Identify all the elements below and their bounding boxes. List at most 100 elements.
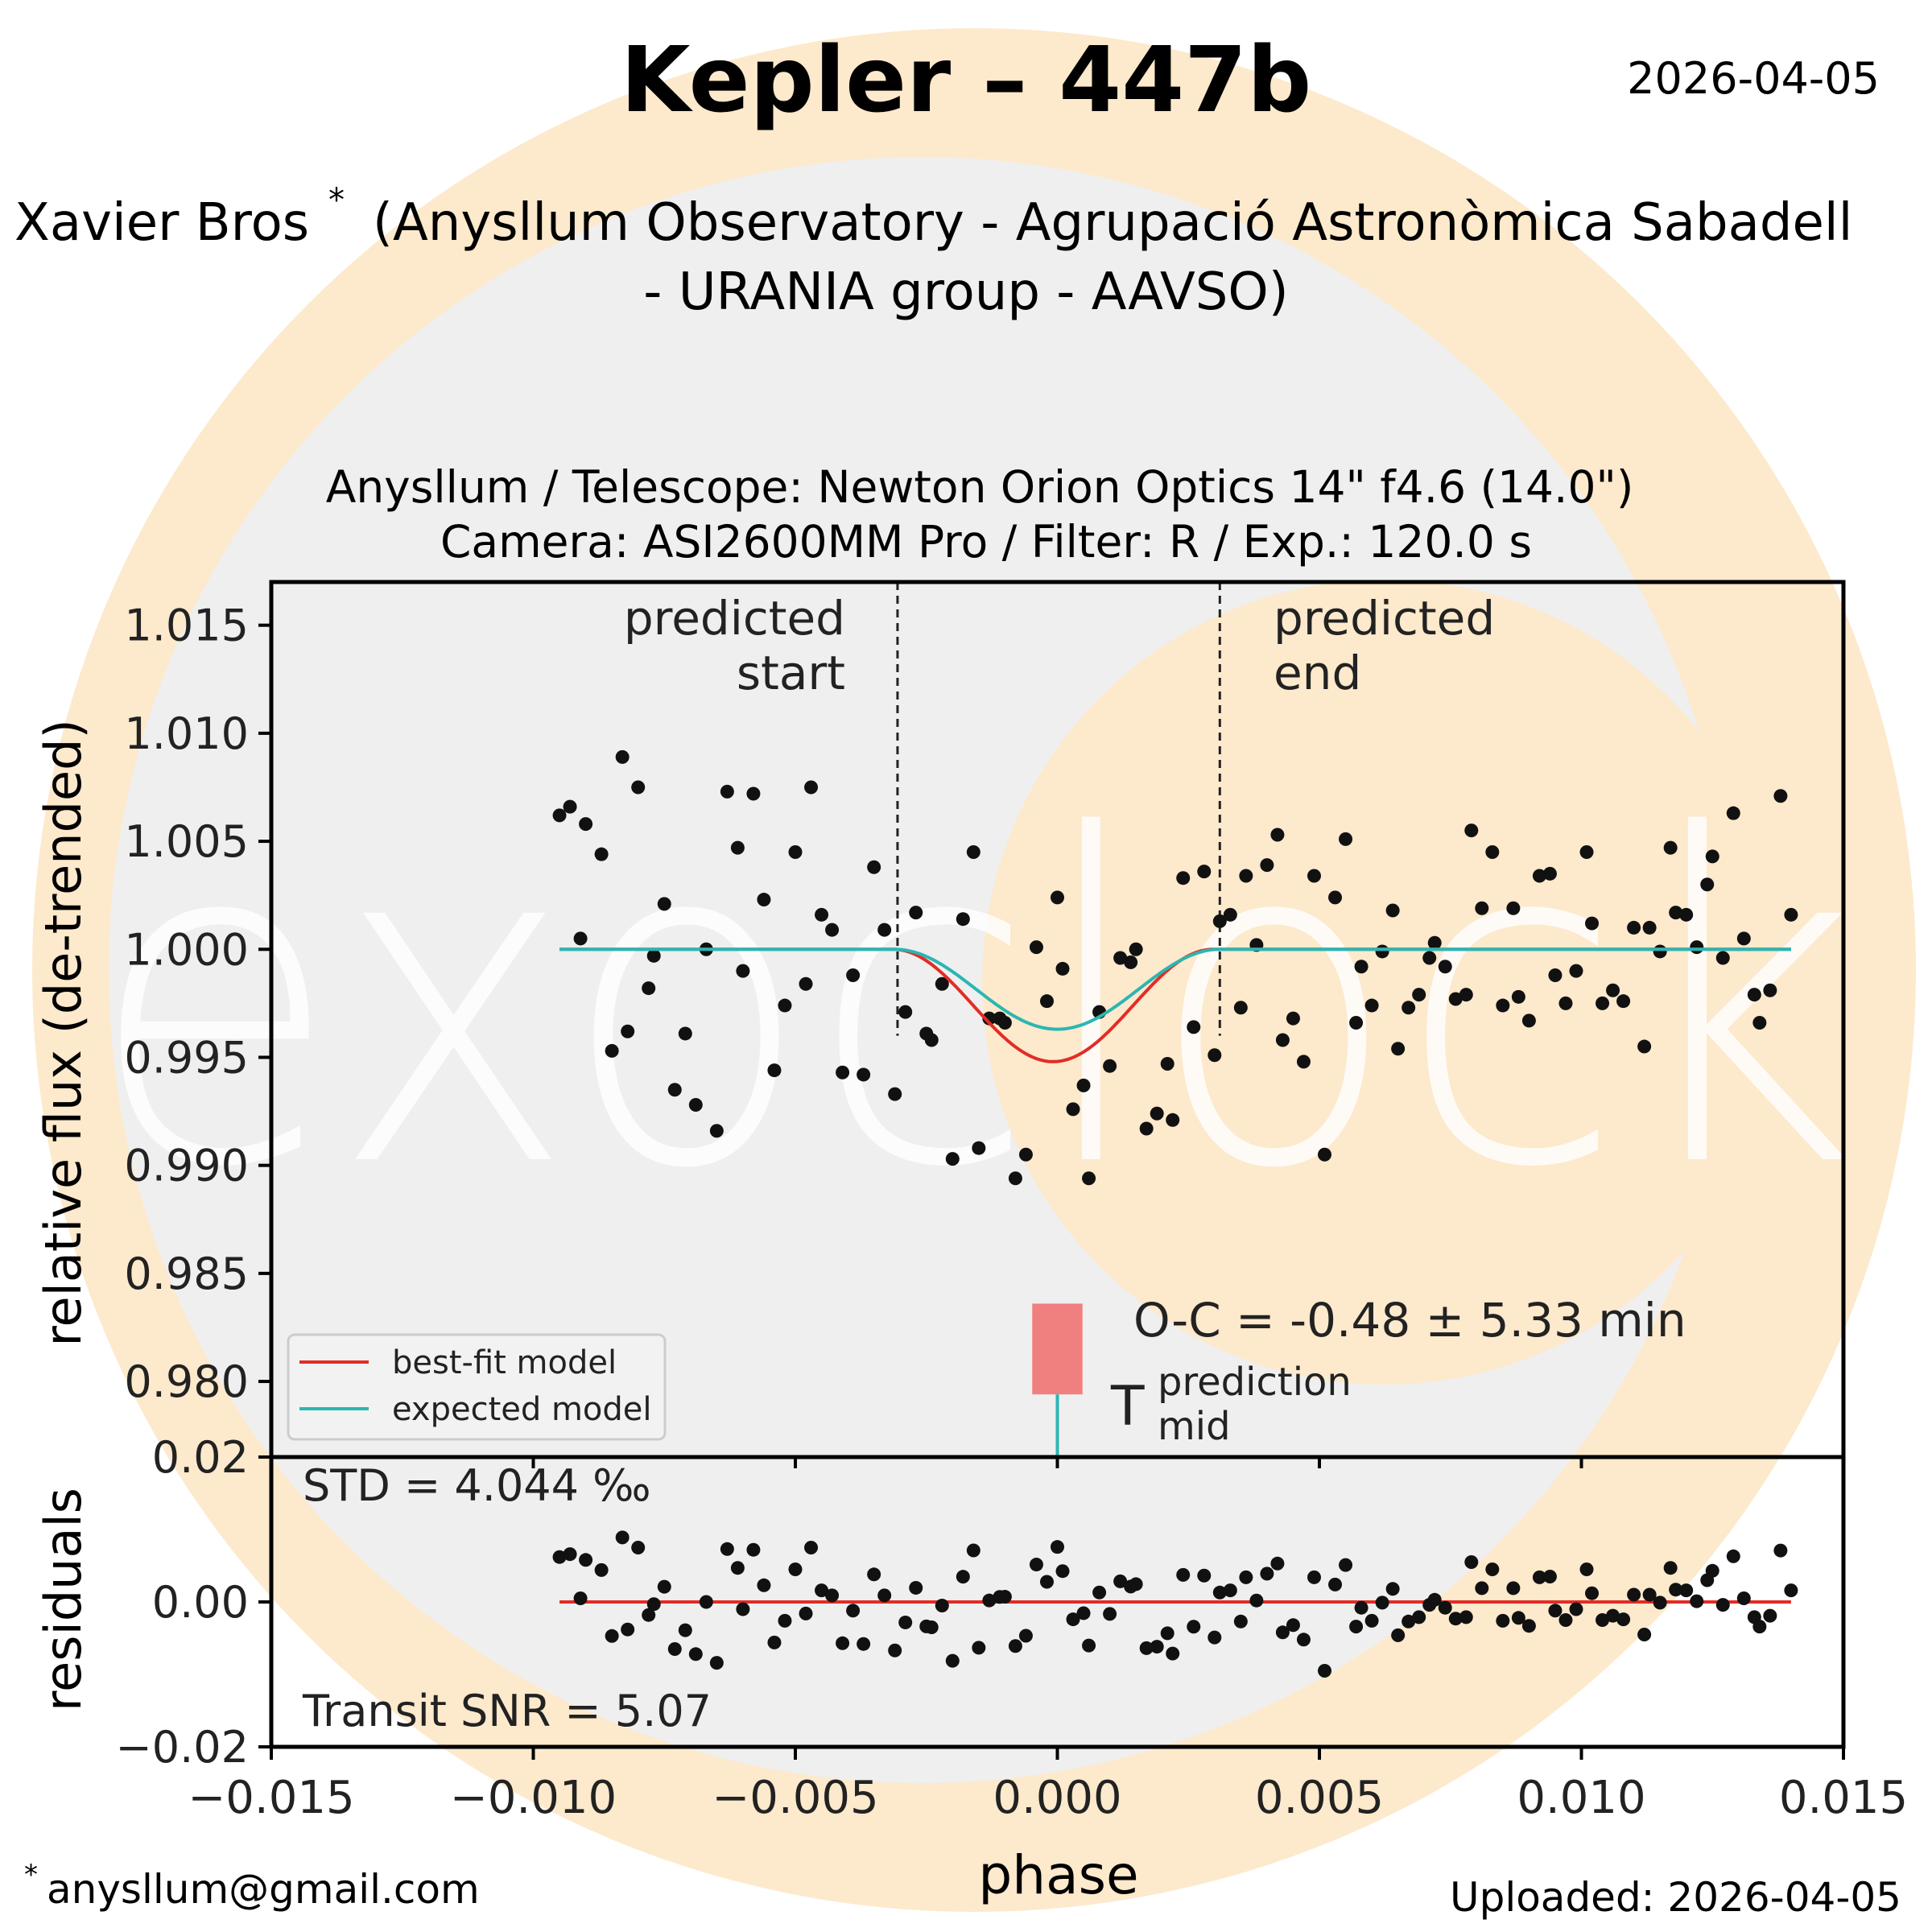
residual-point [1427, 1592, 1442, 1607]
residual-point [667, 1642, 682, 1656]
residual-point [1166, 1646, 1180, 1661]
predicted-end-label-line2: end [1274, 646, 1361, 700]
data-point [799, 976, 813, 991]
oc-value-text: O-C = -0.48 ± 5.33 min [1133, 1293, 1686, 1348]
residual-point [1139, 1641, 1154, 1655]
data-point [1223, 907, 1237, 922]
legend: best-fit model expected model [287, 1333, 667, 1441]
data-point [736, 964, 750, 978]
residual-point [746, 1542, 761, 1557]
data-point [1139, 1121, 1154, 1136]
residual-point [935, 1598, 949, 1612]
phase-xtick-label: −0.005 [712, 1772, 878, 1824]
data-point [1124, 955, 1138, 969]
residual-point [1558, 1613, 1573, 1627]
residual-point [1752, 1620, 1767, 1634]
residual-point [1223, 1583, 1237, 1598]
data-point [1637, 1039, 1652, 1054]
residual-point [699, 1595, 713, 1609]
residual-point [846, 1604, 861, 1618]
data-point [1569, 964, 1583, 978]
residual-point [1663, 1561, 1678, 1575]
data-point [1579, 844, 1594, 859]
legend-label: best-fit model [392, 1344, 617, 1381]
data-point [1542, 866, 1557, 881]
data-point [1752, 1016, 1767, 1030]
data-point [657, 897, 671, 911]
residual-point [1039, 1575, 1054, 1589]
data-point [688, 1098, 703, 1113]
residual-point [1669, 1583, 1683, 1597]
equipment-line1: Anysllum / Telescope: Newton Orion Optic… [326, 461, 1634, 513]
residual-point [1051, 1540, 1064, 1554]
residual-point [888, 1643, 902, 1657]
predicted-start-label-line2: start [737, 646, 845, 700]
data-point [815, 907, 829, 922]
residual-point [924, 1620, 939, 1634]
data-point [1705, 849, 1719, 864]
residual-point [594, 1563, 609, 1577]
data-point [945, 1152, 960, 1166]
residual-point [678, 1623, 692, 1637]
residual-point [1160, 1626, 1174, 1641]
data-point [1496, 998, 1510, 1013]
residual-point [836, 1636, 850, 1650]
data-point [678, 1026, 692, 1041]
data-point [1129, 942, 1143, 956]
residual-point [788, 1563, 803, 1576]
flux-ytick-label: 0.995 [124, 1032, 249, 1083]
equipment-line2: Camera: ASI2600MM Pro / Filter: R / Exp.… [440, 516, 1532, 568]
data-point [563, 799, 577, 814]
residual-point [1339, 1558, 1353, 1572]
observer-name: Xavier Bros [14, 193, 309, 253]
data-point [1616, 994, 1631, 1009]
residual-point [1260, 1567, 1274, 1581]
data-point [1166, 1113, 1180, 1127]
residual-point [966, 1543, 980, 1558]
data-point [1176, 871, 1191, 886]
figure-title: Kepler – 447b [621, 28, 1311, 133]
data-point [1459, 988, 1473, 1002]
data-point [746, 786, 761, 801]
residual-point [1391, 1628, 1406, 1642]
data-point [1197, 865, 1212, 879]
data-point [1055, 961, 1070, 976]
data-point [1679, 907, 1694, 922]
residual-point [1736, 1591, 1751, 1605]
flux-axis-label: relative flux (de-trended) [34, 719, 93, 1346]
residual-point [736, 1602, 750, 1616]
residual-point [1705, 1563, 1719, 1578]
data-point [1275, 1033, 1290, 1047]
residual-point [1459, 1610, 1473, 1624]
expected-model-line [559, 947, 1791, 1031]
data-point [877, 923, 892, 937]
data-point [1475, 901, 1489, 915]
exoclock-watermark: exoclock [32, 28, 1916, 1912]
residual-point [1511, 1611, 1525, 1625]
residual-point [909, 1580, 923, 1595]
observer-mark: * [328, 182, 345, 219]
data-point [1364, 998, 1379, 1013]
data-point [898, 1005, 913, 1019]
data-point [857, 1067, 871, 1082]
residual-point [1296, 1633, 1311, 1647]
data-point [1585, 916, 1600, 931]
flux-ytick-label: 1.010 [124, 708, 249, 759]
residual-point [1548, 1604, 1563, 1618]
residual-point [815, 1583, 829, 1598]
residual-point [867, 1567, 881, 1582]
residual-point [1307, 1570, 1321, 1584]
data-point [605, 1043, 619, 1058]
residual-ytick-label: 0.00 [152, 1577, 249, 1628]
data-point [1642, 920, 1657, 935]
residual-point [1532, 1570, 1546, 1584]
residual-point [1066, 1612, 1080, 1627]
data-point [1354, 960, 1368, 974]
residual-point [1506, 1581, 1521, 1596]
data-point [730, 840, 745, 855]
data-point [909, 906, 923, 920]
data-point [1412, 988, 1426, 1002]
residual-point [1402, 1614, 1416, 1629]
data-point [846, 968, 861, 982]
data-point [1018, 1147, 1033, 1162]
